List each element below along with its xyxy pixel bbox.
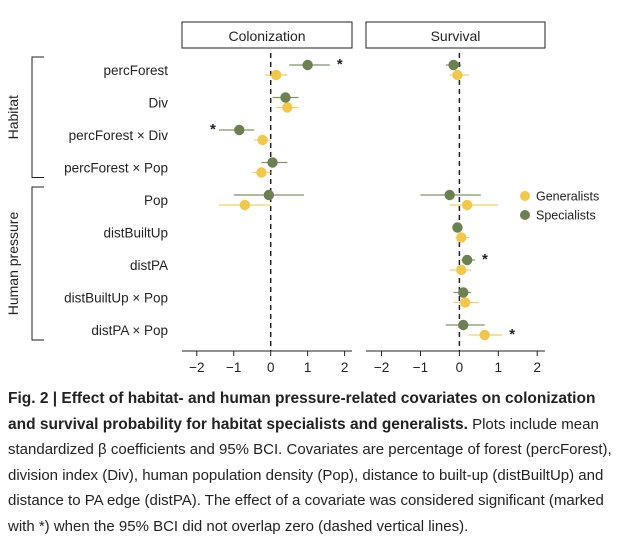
point-estimate [456,232,467,243]
point-estimate [444,189,455,201]
panel-header-box [181,21,353,49]
point-estimate [458,319,469,331]
point-estimate [448,59,459,71]
significance-marker: * [210,121,216,138]
point-estimate [256,167,267,178]
legend-label: Specialists [536,209,596,223]
x-tick-label: 2 [341,360,349,375]
significance-marker: * [337,56,343,73]
x-tick-label: 0 [267,360,275,375]
point-estimate [282,102,293,113]
point-estimate [461,254,473,266]
point-estimate [234,124,245,136]
covariate-labels: percForest Div percForest × Div percForest … [64,63,168,338]
x-tick-label: 1 [495,360,503,375]
panel-title: Colonization [228,28,305,44]
x-tick-label: −2 [374,360,389,375]
panel-title: Survival [431,28,481,44]
significance-marker: * [482,251,488,268]
point-estimate [302,59,313,71]
caption-title: Fig. 2 | Effect of habitat- and human pr… [8,390,596,433]
significance-marker: * [509,326,515,343]
group-label: Human pressure [5,212,21,316]
x-tick-label: −1 [413,360,428,375]
covariate-label: Pop [144,193,168,208]
covariate-label: distBuiltUp [103,226,168,241]
legend-label: Generalists [536,190,599,204]
point-estimate [271,69,282,81]
covariate-label: distBuiltUp × Pop [64,291,168,306]
point-estimate [267,157,278,168]
panel-header-box [365,21,546,49]
point-estimate [263,189,275,201]
covariate-label: distPA [130,258,168,273]
legend-swatch [520,191,530,201]
covariate-group-brackets: Habitat Human pressure [5,56,44,341]
covariate-label: percForest [103,63,168,78]
legend: Generalists Specialists [520,190,599,223]
point-estimate [239,199,251,211]
covariate-label: percForest × Div [69,128,169,143]
x-tick-label: −1 [226,360,241,375]
covariate-label: Div [149,96,169,111]
covariate-label: percForest × Pop [64,161,168,176]
group-bracket [31,186,44,341]
x-tick-label: −2 [189,360,204,375]
caption-body: Plots include mean standardized β coeffi… [8,415,612,535]
covariate-label: distPA × Pop [91,323,168,338]
point-estimate [257,134,268,146]
figure-caption: Fig. 2 | Effect of habitat- and human pr… [8,386,623,539]
group-label: Habitat [5,95,21,139]
point-estimate [452,222,463,233]
group-bracket [31,56,44,178]
point-estimate [280,92,291,103]
point-estimate [456,264,467,276]
colonization-panel: Colonization −2 −1 0 1 2 * * [181,21,353,375]
x-tick-label: 0 [456,360,464,375]
x-tick-label: 2 [533,360,541,375]
x-tick-label: 1 [304,360,312,375]
point-estimate [479,329,490,341]
point-estimate [458,287,469,298]
point-estimate [460,297,471,308]
survival-panel: Survival −2 −1 0 1 2 * * [365,21,546,375]
point-estimate [452,69,463,81]
legend-swatch [520,210,530,220]
point-estimate [461,199,473,211]
